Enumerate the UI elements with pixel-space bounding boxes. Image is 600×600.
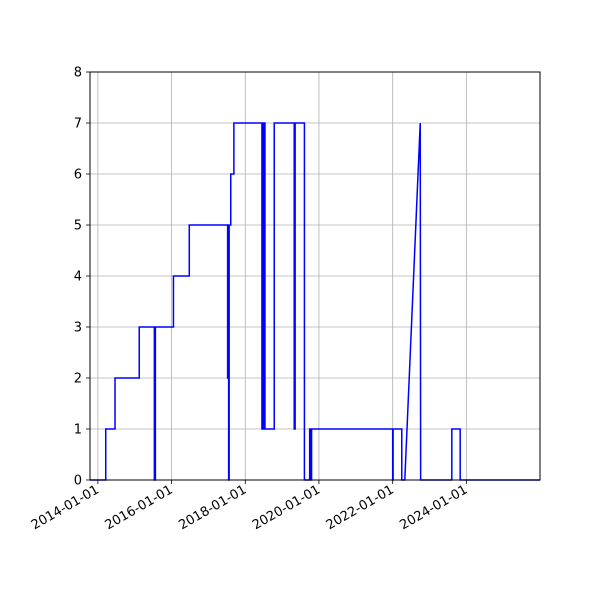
y-tick-label: 4 [74,270,82,285]
y-tick-label: 7 [74,117,82,132]
x-tick-label: 2022-01-01 [324,482,397,533]
y-tick-label: 8 [74,66,82,81]
y-tick-label: 2 [74,372,82,387]
x-tick-label: 2016-01-01 [103,482,176,533]
y-tick-label: 6 [74,168,82,183]
series-line [90,122,540,481]
x-tick-label: 2020-01-01 [250,482,323,533]
y-tick-label: 5 [74,219,82,234]
y-tick-label: 1 [74,423,82,438]
grid [90,71,540,481]
x-tick-label: 2014-01-01 [29,482,102,533]
x-tick-label: 2024-01-01 [397,482,470,533]
y-tick-label: 3 [74,321,82,336]
x-axis: 2014-01-01 2016-01-01 2018-01-01 2020-01-01… [29,480,470,533]
y-axis: 0 1 2 3 4 5 6 7 8 [74,66,90,489]
x-tick-label: 2018-01-01 [176,482,249,533]
plot-area [90,122,540,481]
y-tick-label: 0 [74,474,82,489]
